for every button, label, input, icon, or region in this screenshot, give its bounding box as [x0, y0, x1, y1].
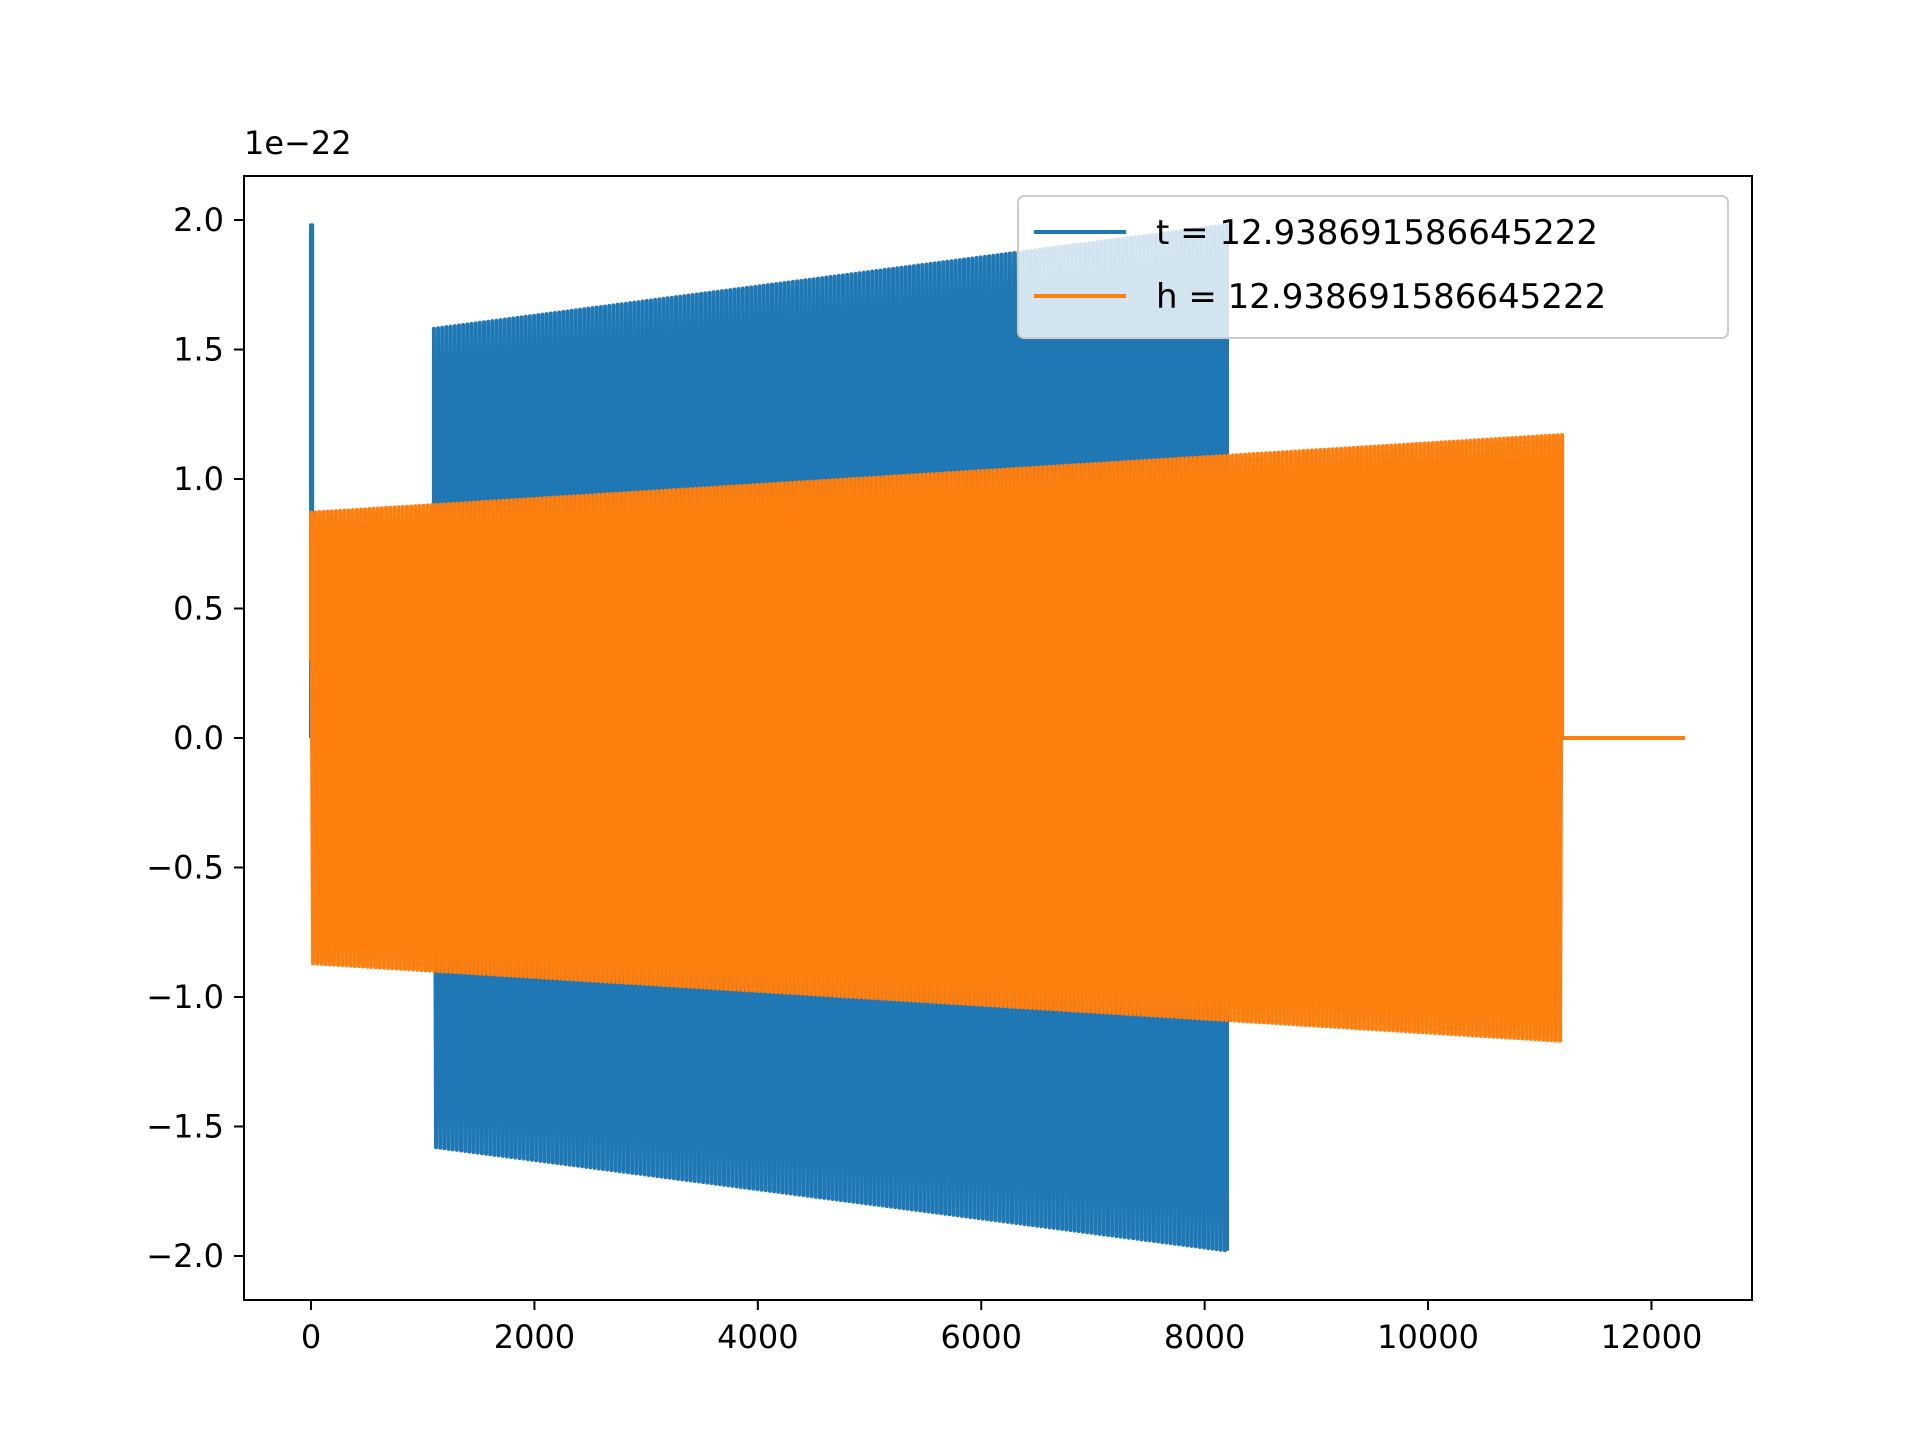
y-tick-label: 1.0 [173, 460, 224, 498]
series-line-h [309, 432, 1685, 1043]
x-tick-label: 4000 [717, 1318, 798, 1356]
y-tick-label: 0.5 [173, 590, 224, 628]
series-layer [309, 223, 1685, 1253]
x-tick-label: 2000 [494, 1318, 575, 1356]
x-tick-label: 6000 [941, 1318, 1022, 1356]
x-tick-label: 8000 [1164, 1318, 1245, 1356]
x-tick-label: 0 [301, 1318, 321, 1356]
legend-label: h = 12.938691586645222 [1156, 277, 1606, 317]
y-axis-ticks: −2.0 −1.5 −1.0 −0.5 0.0 0.5 1.0 1.5 2.0 [146, 201, 244, 1275]
y-tick-label: 1.5 [173, 331, 224, 369]
y-tick-label: −1.0 [146, 978, 224, 1016]
x-tick-label: 10000 [1377, 1318, 1479, 1356]
y-tick-label: −0.5 [146, 848, 224, 886]
legend-label: t = 12.938691586645222 [1156, 213, 1598, 253]
x-tick-label: 12000 [1601, 1318, 1703, 1356]
legend: t = 12.938691586645222 h = 12.93869158664… [1017, 195, 1729, 339]
y-offset-label: 1e−22 [244, 124, 352, 162]
y-tick-label: −2.0 [146, 1237, 224, 1275]
legend-box [1017, 195, 1729, 339]
y-tick-label: −1.5 [146, 1107, 224, 1145]
y-tick-label: 2.0 [173, 201, 224, 239]
x-axis-ticks: 0 2000 4000 6000 8000 10000 12000 [301, 1300, 1703, 1356]
y-tick-label: 0.0 [173, 719, 224, 757]
